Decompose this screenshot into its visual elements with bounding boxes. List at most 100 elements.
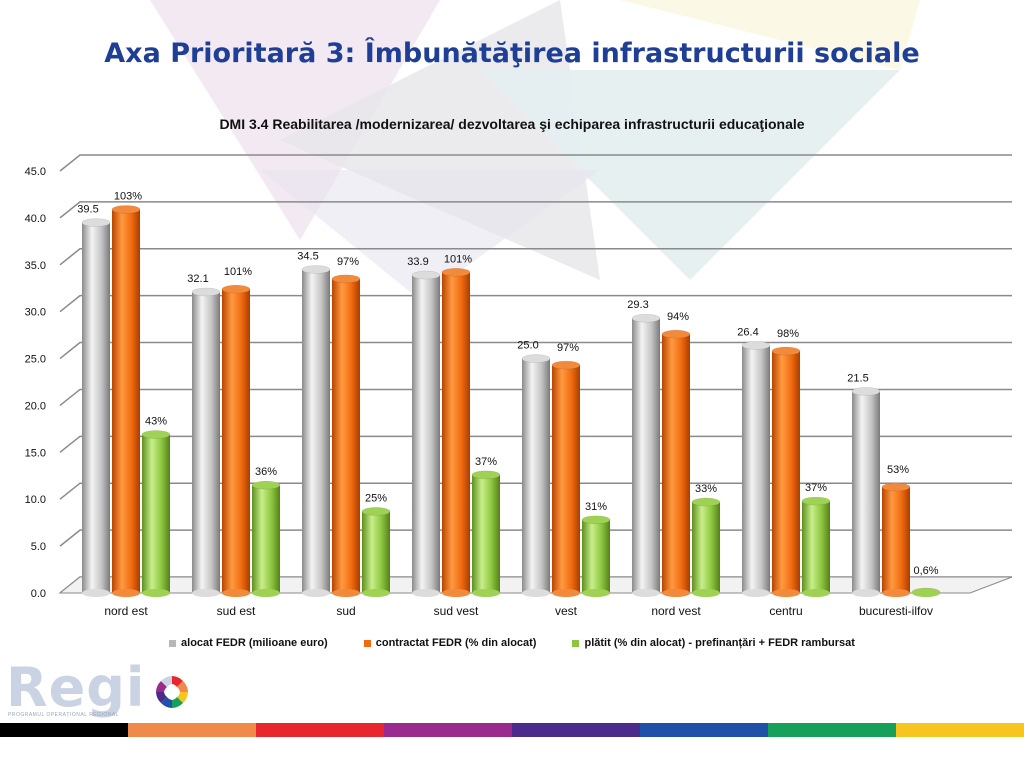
bar-contractat [111,205,141,597]
strip-segment [128,723,256,737]
bar-alocat [741,341,771,597]
bar-body [632,318,660,593]
bar-base [442,589,470,597]
bar-cap [251,480,281,490]
bar-platit [141,430,171,597]
brand-color-strip [0,723,1024,737]
bar-cap [221,284,251,294]
legend-item-alocat: alocat FEDR (milioane euro) [169,637,328,649]
chart-title: DMI 3.4 Reabilitarea /modernizarea/ dezv… [219,116,805,132]
bar-alocat [191,287,221,597]
bar-cap [581,515,611,525]
data-label-alocat: 32.1 [187,273,208,285]
strip-segment [0,723,128,737]
bar-body [252,485,280,593]
bar-base [852,589,880,597]
bar-base [222,589,250,597]
bar-body [362,511,390,593]
bar-cap [661,329,691,339]
data-label-platit: 37% [805,482,827,494]
y-tick-label: 35.0 [25,260,46,272]
bar-cap [851,387,881,396]
bar-base [472,589,500,597]
bar-contractat [331,274,361,597]
bar-cap [631,313,661,323]
bar-alocat [851,387,881,597]
logo-flower-icon [156,676,188,708]
legend-item-platit: plătit (% din alocat) - prefinanțări + F… [572,637,855,649]
bar-body [442,272,470,593]
bar-base [302,589,330,597]
bar-cap [81,218,111,227]
bar-cap [801,496,831,506]
gridline [59,341,1012,360]
strip-segment [896,723,1024,737]
data-label-contractat: 103% [114,190,142,202]
bar-base [802,589,830,597]
bar-cap [441,268,471,277]
bar-base [882,589,910,597]
bar-base [582,589,610,597]
legend-swatch-platit [572,639,580,647]
bar-platit [581,515,611,597]
bar-base [362,589,390,597]
data-label-alocat: 34.5 [297,250,318,262]
legend-label-alocat: alocat FEDR (milioane euro) [181,637,328,649]
data-label-contractat: 97% [557,342,579,354]
bar-base [632,589,660,597]
bar-alocat [81,218,111,597]
bar-body [112,209,140,593]
gridline [59,294,1012,313]
data-label-contractat: 53% [887,464,909,476]
gridline [59,435,1012,453]
bar-body [582,519,610,593]
bar-base [662,589,690,597]
legend-item-contractat: contractat FEDR (% din alocat) [363,637,536,649]
bar-platit [801,496,831,597]
strip-segment [512,723,640,737]
bar-body [692,502,720,593]
bar-base [332,589,360,597]
x-tick-label: nord est [104,604,148,618]
data-label-platit: 31% [585,501,607,513]
gridline [59,248,1012,266]
bar-contractat [881,482,911,597]
gridline [59,388,1012,407]
bar-cap [411,270,441,280]
x-tick-label: sud est [217,604,256,618]
strip-segment [384,723,512,737]
bar-cap [361,507,391,516]
bar-body [772,351,800,593]
x-tick-label: nord vest [651,604,701,618]
bar-body [882,487,910,593]
bar-body [142,434,170,593]
bar-body [522,358,550,593]
logo-subtitle: PROGRAMUL OPERAȚIONAL REGIONAL [8,712,120,718]
bar-body [552,365,580,593]
data-label-contractat: 98% [777,328,799,340]
bar-cap [771,346,801,356]
y-tick-label: 0.0 [31,588,46,600]
bar-base [252,589,280,597]
y-tick-label: 15.0 [25,447,46,459]
data-label-alocat: 21.5 [847,372,868,384]
regio-logo: Regi PROGRAMUL OPERAȚIONAL REGIONAL [6,660,188,720]
bar-platit [691,497,721,597]
y-tick-label: 45.0 [25,166,46,178]
bar-cap [141,430,171,439]
data-label-platit: 37% [475,456,497,468]
data-label-platit: 25% [365,492,387,504]
bar-contractat [551,360,581,597]
data-label-platit: 43% [145,416,167,428]
data-label-alocat: 25.0 [517,340,538,352]
bar-base [112,589,140,597]
bar-cap [331,274,361,284]
bar-alocat [631,313,661,597]
chart-legend: alocat FEDR (milioane euro) contractat F… [0,637,1024,649]
bar-body [412,275,440,593]
bar-base [772,589,800,597]
data-label-alocat: 26.4 [737,326,758,338]
bar-body [222,289,250,593]
y-tick-label: 25.0 [25,354,46,366]
